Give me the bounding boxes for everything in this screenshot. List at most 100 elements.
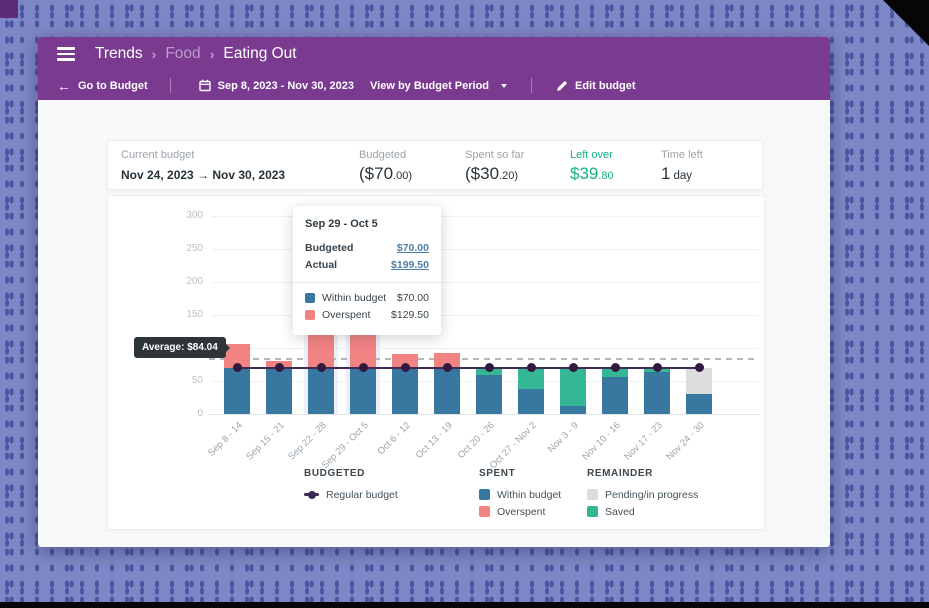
legend-item[interactable]: Pending/in progress — [587, 486, 698, 503]
summary-time-left: Time left 1 day — [661, 141, 762, 189]
bar-segment[interactable] — [224, 344, 250, 368]
menu-icon[interactable] — [57, 47, 75, 61]
legend-item-label: Within budget — [497, 488, 562, 501]
bar-tooltip: Sep 29 - Oct 5 Budgeted $70.00 Actual $1… — [293, 206, 441, 335]
app-header: Trends › Food › Eating Out ← Go to Budge… — [38, 37, 830, 100]
budget-point[interactable] — [610, 363, 620, 373]
tooltip-within-budget-row: Within budget $70.00 — [305, 292, 429, 304]
legend-swatch-icon — [479, 506, 490, 517]
gridline — [212, 249, 758, 250]
legend-item[interactable]: Within budget — [479, 486, 561, 503]
bar-segment[interactable] — [686, 394, 712, 414]
bar-segment[interactable] — [392, 367, 418, 414]
toolbar: ← Go to Budget Sep 8, 2023 - Nov 30, 202… — [38, 71, 830, 100]
edit-budget-button[interactable]: Edit budget — [556, 80, 636, 92]
legend-item[interactable]: Saved — [587, 503, 698, 520]
bar-segment[interactable] — [518, 367, 544, 389]
bar-segment[interactable] — [602, 377, 628, 414]
budget-point[interactable] — [484, 363, 494, 373]
budget-summary-card: Current budget Nov 24, 2023 → Nov 30, 20… — [107, 140, 763, 190]
breadcrumb-food[interactable]: Food — [165, 45, 201, 62]
current-budget-label: Current budget — [121, 149, 195, 161]
legend-swatch-icon — [479, 489, 490, 500]
budget-point[interactable] — [316, 363, 326, 373]
time-left-label: Time left — [661, 149, 703, 161]
budget-point[interactable] — [568, 363, 578, 373]
x-axis-line — [209, 414, 761, 415]
left-over-label: Left over — [570, 149, 613, 161]
budget-point[interactable] — [652, 363, 662, 373]
legend-item-label: Pending/in progress — [605, 488, 699, 501]
breadcrumb-bar: Trends › Food › Eating Out — [38, 37, 830, 71]
average-line — [209, 357, 758, 360]
bar-segment[interactable] — [476, 375, 502, 414]
chart-legend: BUDGETED Regular budget SPENT Within budget… — [108, 468, 764, 526]
tooltip-budgeted-link[interactable]: $70.00 — [396, 242, 429, 254]
tooltip-title: Sep 29 - Oct 5 — [305, 218, 378, 230]
tooltip-actual-row: Actual $199.50 — [305, 259, 429, 271]
y-axis-tick-label: 250 — [186, 243, 203, 254]
gridline — [212, 282, 758, 283]
budget-line — [237, 366, 699, 369]
legend-group-title: REMAINDER — [587, 468, 653, 479]
bar-segment[interactable] — [392, 353, 418, 368]
chart-area: Average: $84.04 Sep 29 - Oct 5 Budgeted … — [107, 195, 765, 530]
chevron-right-icon: › — [151, 46, 157, 62]
bar-segment[interactable] — [350, 367, 376, 414]
budget-point[interactable] — [274, 363, 284, 373]
bar-segment[interactable] — [560, 367, 586, 407]
bar-segment[interactable] — [518, 388, 544, 414]
legend-group-title: BUDGETED — [304, 468, 365, 479]
toolbar-divider — [169, 78, 171, 93]
legend-item[interactable]: Overspent — [479, 503, 561, 520]
bar-segment[interactable] — [686, 367, 712, 395]
bar-segment[interactable] — [308, 367, 334, 414]
y-axis-tick-label: 300 — [186, 210, 203, 221]
view-by-dropdown[interactable]: View by Budget Period — [370, 80, 508, 92]
date-range-picker[interactable]: Sep 8, 2023 - Nov 30, 2023 — [198, 79, 355, 92]
left-over-value: $39.80 — [570, 164, 614, 183]
bar-segment[interactable] — [644, 371, 670, 414]
go-to-budget-button[interactable]: ← Go to Budget — [57, 78, 148, 94]
budget-point[interactable] — [526, 363, 536, 373]
breadcrumb-trends[interactable]: Trends — [95, 45, 143, 62]
toolbar-divider — [531, 78, 533, 93]
y-axis-tick-label: 0 — [197, 408, 203, 419]
summary-left-over: Left over $39.80 — [570, 141, 661, 189]
tooltip-budgeted-row: Budgeted $70.00 — [305, 242, 429, 254]
legend-group: BUDGETED Regular budget — [304, 468, 398, 503]
bar-segment[interactable] — [560, 406, 586, 414]
spent-value: ($30.20) — [465, 164, 518, 183]
average-tag: Average: $84.04 — [134, 337, 230, 358]
y-axis-tick-label: 200 — [186, 276, 203, 287]
budget-point[interactable] — [232, 363, 242, 373]
bar-segment[interactable] — [434, 352, 460, 368]
time-left-value: 1 day — [661, 164, 693, 183]
legend-item-label: Overspent — [497, 505, 546, 518]
spent-label: Spent so far — [465, 149, 525, 161]
bar-segment[interactable] — [224, 367, 250, 414]
breadcrumb-eating-out: Eating Out — [223, 45, 297, 62]
legend-item[interactable]: Regular budget — [304, 486, 398, 503]
budget-point[interactable] — [442, 363, 452, 373]
back-arrow-icon: ← — [57, 77, 71, 94]
gridline — [212, 348, 758, 349]
pencil-icon — [557, 80, 568, 91]
y-axis-tick-label: 150 — [186, 309, 203, 320]
bar-segment[interactable] — [434, 367, 460, 414]
tooltip-overspent-row: Overspent $129.50 — [305, 309, 429, 321]
summary-budgeted: Budgeted ($70.00) — [359, 141, 465, 189]
date-range-label: Sep 8, 2023 - Nov 30, 2023 — [217, 79, 355, 92]
main-content: Current budget Nov 24, 2023 → Nov 30, 20… — [38, 100, 830, 530]
budget-point[interactable] — [694, 363, 704, 373]
budget-point[interactable] — [358, 363, 368, 373]
summary-current-budget: Current budget Nov 24, 2023 → Nov 30, 20… — [108, 141, 359, 189]
summary-spent: Spent so far ($30.20) — [465, 141, 570, 189]
bar-segment[interactable] — [266, 367, 292, 414]
tooltip-actual-link[interactable]: $199.50 — [391, 259, 429, 271]
budget-point[interactable] — [400, 363, 410, 373]
bar-segment[interactable] — [602, 367, 628, 378]
within-budget-swatch — [305, 293, 315, 303]
legend-item-label: Saved — [605, 505, 635, 518]
legend-group: REMAINDER Pending/in progress Saved — [587, 468, 698, 520]
